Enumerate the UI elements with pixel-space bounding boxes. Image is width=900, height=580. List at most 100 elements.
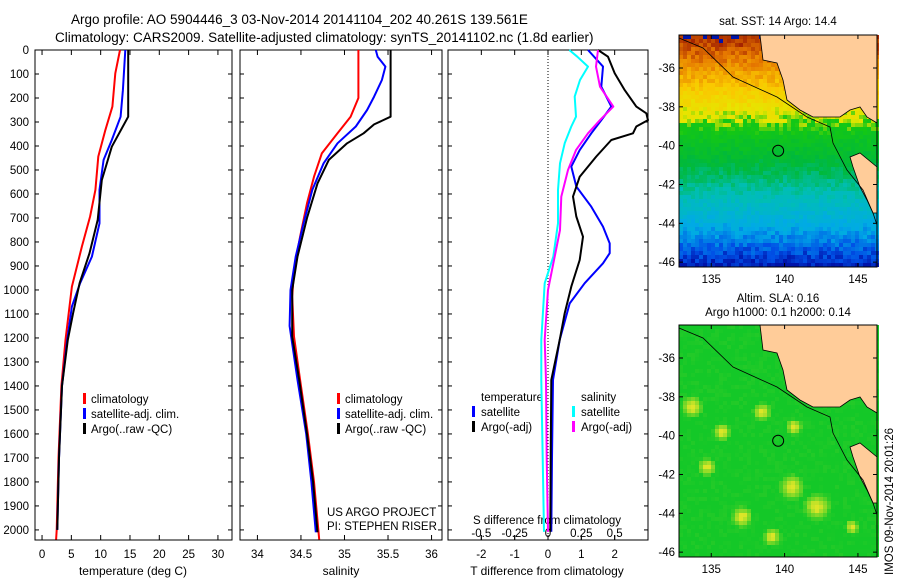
map-cell [767, 211, 771, 215]
map-cell [811, 219, 815, 223]
map-cell [827, 159, 831, 163]
map-cell [683, 369, 687, 373]
x-tick-label: 36 [425, 549, 438, 561]
map-cell [799, 155, 803, 159]
map-cell [803, 445, 807, 449]
map-cell [867, 131, 871, 135]
map-cell [851, 429, 855, 433]
depth-tick-label: 1500 [3, 405, 29, 417]
map-cell [799, 227, 803, 231]
map-cell [767, 385, 771, 389]
map-cell [755, 259, 759, 263]
map-cell [715, 147, 719, 151]
map-cell [723, 183, 727, 187]
map-cell [743, 107, 747, 111]
lat-tick-label: -44 [658, 218, 675, 230]
map-cell [867, 409, 871, 413]
map-cell [723, 35, 727, 39]
map-cell [687, 357, 691, 361]
sst-map: 135 140 145-36-38-40-42-44-46 [658, 34, 879, 286]
map-cell [779, 465, 783, 469]
map-cell [779, 449, 783, 453]
map-cell [839, 203, 843, 207]
map-cell [751, 457, 755, 461]
map-cell [795, 239, 799, 243]
map-cell [807, 199, 811, 203]
map-cell [767, 83, 771, 87]
map-cell [855, 119, 859, 123]
map-cell [743, 337, 747, 341]
map-cell [827, 421, 831, 425]
map-cell [683, 385, 687, 389]
map-cell [723, 63, 727, 67]
map-cell [739, 223, 743, 227]
map-cell [679, 381, 683, 385]
map-cell [843, 119, 847, 123]
map-cell [711, 87, 715, 91]
map-cell [691, 349, 695, 353]
map-cell [775, 167, 779, 171]
map-cell [871, 147, 875, 151]
map-cell [847, 199, 851, 203]
map-cell [847, 405, 851, 409]
map-cell [731, 333, 735, 337]
map-cell [739, 127, 743, 131]
map-cell [715, 127, 719, 131]
map-cell [787, 191, 791, 195]
map-cell [687, 377, 691, 381]
map-cell [691, 231, 695, 235]
map-cell [711, 337, 715, 341]
map-cell [799, 115, 803, 119]
map-cell [679, 401, 683, 405]
map-cell [795, 461, 799, 465]
map-cell [787, 255, 791, 259]
map-cell [751, 235, 755, 239]
map-cell [819, 191, 823, 195]
map-cell [679, 337, 683, 341]
map-cell [727, 127, 731, 131]
map-cell [847, 111, 851, 115]
map-cell [871, 247, 875, 251]
map-cell [707, 155, 711, 159]
map-cell [791, 409, 795, 413]
map-cell [787, 397, 791, 401]
depth-tick-label: 900 [10, 261, 29, 273]
map-cell [695, 103, 699, 107]
map-cell [815, 235, 819, 239]
map-cell [795, 175, 799, 179]
map-cell [715, 353, 719, 357]
map-cell [755, 239, 759, 243]
map-cell [839, 227, 843, 231]
map-cell [679, 333, 683, 337]
map-cell [683, 409, 687, 413]
map-cell [723, 99, 727, 103]
map-cell [739, 135, 743, 139]
map-cell [827, 441, 831, 445]
x-tick-label: 2 [611, 549, 617, 561]
map-cell [767, 389, 771, 393]
map-cell [819, 437, 823, 441]
map-cell [819, 215, 823, 219]
map-cell [751, 95, 755, 99]
map-cell [691, 341, 695, 345]
map-cell [703, 35, 707, 39]
map-cell [735, 425, 739, 429]
map-cell [679, 397, 683, 401]
map-cell [679, 191, 683, 195]
map-cell [691, 207, 695, 211]
map-cell [767, 159, 771, 163]
map-cell [831, 441, 835, 445]
map-cell [871, 259, 875, 263]
map-cell [755, 425, 759, 429]
map-cell [843, 243, 847, 247]
map-cell [811, 175, 815, 179]
map-cell [699, 231, 703, 235]
map-cell [859, 135, 863, 139]
map-cell [679, 79, 683, 83]
map-cell [747, 67, 751, 71]
map-cell [863, 231, 867, 235]
map-cell [855, 255, 859, 259]
map-cell [855, 143, 859, 147]
map-cell [743, 183, 747, 187]
